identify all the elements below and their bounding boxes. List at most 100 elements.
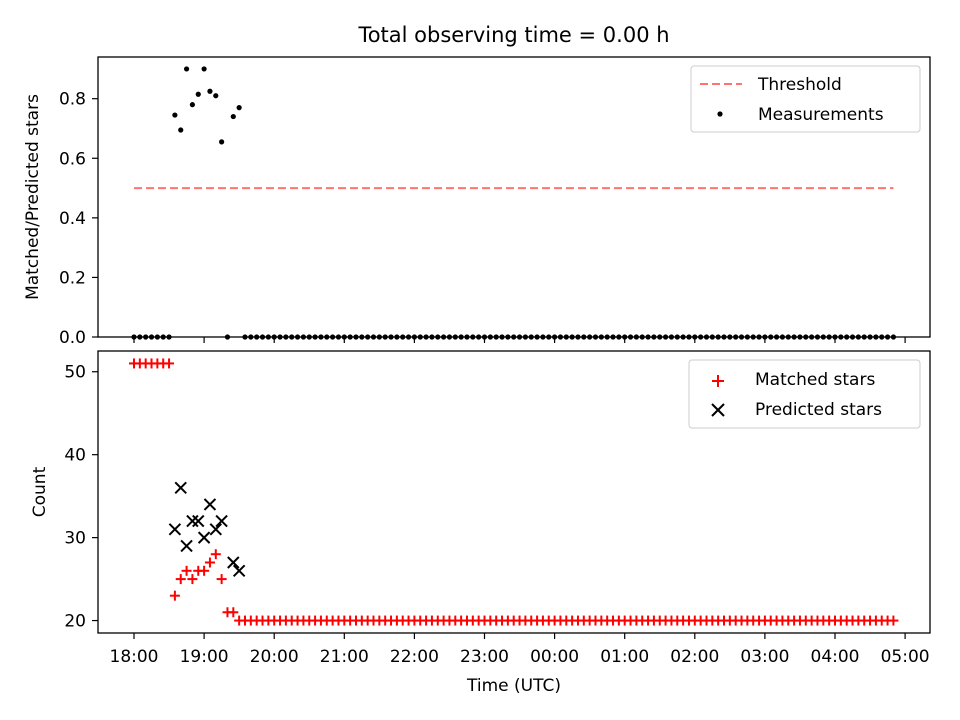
predicted-star-point bbox=[209, 523, 222, 536]
bottom-x-tick: 03:00 bbox=[740, 633, 789, 667]
matched-star-point bbox=[175, 574, 186, 585]
bottom-x-tick-label: 22:00 bbox=[390, 647, 439, 667]
predicted-star-point bbox=[168, 523, 182, 536]
measurements-legend-marker bbox=[717, 111, 723, 117]
bottom-y-ticks: 20 30 40 50 bbox=[64, 363, 98, 632]
bottom-x-tick: 04:00 bbox=[811, 633, 860, 667]
predicted-star-point bbox=[186, 514, 199, 528]
predicted-star-point bbox=[174, 481, 187, 495]
bottom-x-tick-label: 18:00 bbox=[110, 647, 159, 667]
bottom-x-tick-label: 23:00 bbox=[460, 647, 509, 667]
measurement-point bbox=[189, 102, 196, 108]
matched-star-point bbox=[187, 574, 198, 585]
top-y-tick-label: 0.0 bbox=[59, 328, 86, 348]
bottom-x-tick: 21:00 bbox=[320, 633, 369, 667]
bottom-x-tick: 05:00 bbox=[881, 633, 930, 667]
matched-star-point bbox=[164, 358, 175, 369]
bottom-x-tick-label: 02:00 bbox=[670, 647, 719, 667]
bottom-x-tick-label: 03:00 bbox=[740, 647, 789, 667]
bottom-legend: Matched stars Predicted stars bbox=[688, 359, 921, 429]
measurements-legend-label: Measurements bbox=[758, 105, 884, 125]
bottom-axes-frame bbox=[97, 350, 931, 634]
measurement-point bbox=[201, 66, 207, 72]
bottom-x-axis-label: Time (UTC) bbox=[466, 676, 561, 696]
predicted-star-point bbox=[232, 564, 246, 578]
measurement-point bbox=[219, 139, 225, 145]
bottom-panel: Count Time (UTC) 20 30 40 50 18:00 19:00 20:0… bbox=[30, 350, 931, 696]
bottom-x-tick: 02:00 bbox=[670, 633, 719, 667]
matched-legend-label: Matched stars bbox=[755, 370, 875, 390]
bottom-y-tick: 50 bbox=[64, 363, 98, 383]
measurement-point bbox=[195, 91, 201, 97]
top-legend-box bbox=[690, 65, 921, 133]
bottom-x-tick: 01:00 bbox=[600, 633, 649, 667]
top-y-tick: 0.8 bbox=[59, 90, 98, 110]
measurement-point bbox=[236, 105, 242, 111]
predicted-star-point bbox=[197, 531, 211, 544]
measurement-point bbox=[172, 112, 178, 118]
top-axes-frame bbox=[97, 56, 931, 338]
matched-legend-marker bbox=[712, 375, 724, 387]
matched-star-point bbox=[210, 549, 221, 560]
bottom-y-tick-label: 20 bbox=[64, 612, 86, 632]
bottom-y-tick-label: 30 bbox=[64, 529, 86, 549]
top-y-ticks: 0.0 0.2 0.4 0.6 0.8 bbox=[59, 90, 98, 348]
top-y-tick-label: 0.6 bbox=[59, 149, 86, 169]
bottom-x-tick-label: 00:00 bbox=[530, 647, 579, 667]
bottom-x-tick: 18:00 bbox=[110, 633, 159, 667]
bottom-y-tick-label: 50 bbox=[64, 363, 86, 383]
matched-stars-points bbox=[129, 358, 899, 626]
matched-star-point bbox=[199, 565, 210, 576]
matched-star-point bbox=[181, 565, 192, 576]
bottom-legend-box bbox=[688, 359, 921, 429]
top-legend: Threshold Measurements bbox=[690, 65, 921, 133]
bottom-x-tick-label: 19:00 bbox=[180, 647, 229, 667]
top-title: Total observing time = 0.00 h bbox=[357, 23, 669, 47]
measurement-point bbox=[183, 66, 190, 72]
predicted-star-point bbox=[215, 514, 228, 528]
measurement-point bbox=[207, 88, 213, 94]
matched-star-point bbox=[228, 607, 239, 618]
top-y-tick-label: 0.4 bbox=[59, 209, 86, 229]
bottom-x-tick-label: 05:00 bbox=[881, 647, 930, 667]
top-y-axis-label: Matched/Predicted stars bbox=[23, 94, 43, 300]
matched-star-point bbox=[888, 615, 899, 626]
top-y-tick: 0.0 bbox=[59, 328, 98, 348]
bottom-x-tick-label: 20:00 bbox=[250, 647, 299, 667]
bottom-x-ticks: 18:00 19:00 20:00 21:00 22:00 23:00 00:00 01:00… bbox=[110, 633, 930, 667]
predicted-legend-label: Predicted stars bbox=[755, 400, 882, 420]
bottom-y-axis-label: Count bbox=[30, 466, 50, 517]
bottom-x-tick-label: 04:00 bbox=[811, 647, 860, 667]
top-y-tick-label: 0.2 bbox=[59, 268, 86, 288]
threshold-legend-label: Threshold bbox=[757, 75, 842, 95]
top-y-tick: 0.4 bbox=[59, 209, 98, 229]
bottom-x-tick: 22:00 bbox=[390, 633, 439, 667]
predicted-star-point bbox=[180, 539, 193, 553]
bottom-y-tick: 30 bbox=[64, 529, 98, 549]
top-panel: Total observing time = 0.00 h Matched/Pr… bbox=[23, 23, 931, 348]
matched-star-point bbox=[169, 590, 180, 601]
measurement-point bbox=[213, 93, 219, 99]
predicted-legend-marker bbox=[711, 403, 725, 417]
measurement-point bbox=[230, 113, 236, 120]
predicted-stars-points bbox=[168, 481, 246, 578]
predicted-star-point bbox=[203, 498, 217, 511]
bottom-x-tick-label: 01:00 bbox=[600, 647, 649, 667]
bottom-y-tick-label: 40 bbox=[64, 446, 86, 466]
matched-star-point bbox=[204, 557, 215, 568]
predicted-star-point bbox=[192, 514, 205, 528]
bottom-x-tick: 20:00 bbox=[250, 633, 299, 667]
bottom-y-tick: 40 bbox=[64, 446, 98, 466]
bottom-x-tick: 19:00 bbox=[180, 633, 229, 667]
bottom-x-tick-label: 21:00 bbox=[320, 647, 369, 667]
top-y-tick-label: 0.8 bbox=[59, 90, 86, 110]
predicted-star-point bbox=[227, 556, 240, 569]
top-y-tick: 0.2 bbox=[59, 268, 98, 288]
bottom-x-tick: 00:00 bbox=[530, 633, 579, 667]
bottom-x-tick: 23:00 bbox=[460, 633, 509, 667]
measurement-point bbox=[178, 127, 184, 133]
top-y-tick: 0.6 bbox=[59, 149, 98, 169]
bottom-y-tick: 20 bbox=[64, 612, 98, 632]
matched-star-point bbox=[216, 574, 227, 585]
